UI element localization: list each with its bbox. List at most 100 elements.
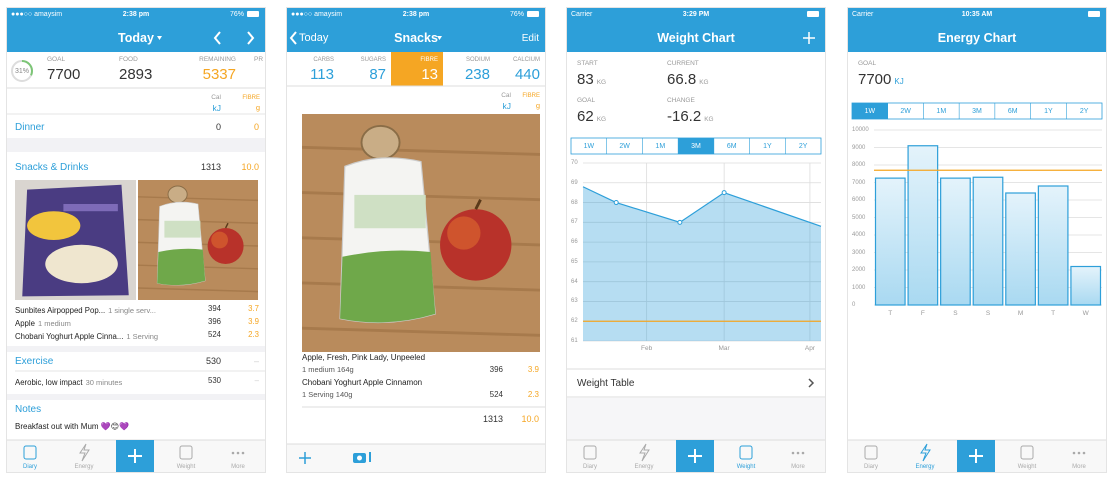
x-tick-label: W (1082, 310, 1089, 317)
tab-label[interactable]: More (231, 464, 245, 470)
edit-button[interactable]: Edit (521, 32, 539, 44)
tab-icon (796, 451, 800, 455)
nutrient-label[interactable]: SODIUM (466, 57, 490, 63)
tab-label[interactable]: Diary (22, 464, 37, 470)
screen-graphics (567, 8, 825, 472)
camera-lens (357, 455, 362, 461)
range-option[interactable]: 1W (864, 107, 876, 115)
tab-icon (739, 445, 753, 460)
tab-icon (231, 451, 235, 455)
nutrient-label[interactable]: CALCIUM (512, 57, 540, 63)
range-option[interactable]: 3M (972, 107, 982, 115)
nutrient-label[interactable]: CARBS (313, 57, 334, 63)
tab-label[interactable]: Energy (915, 464, 935, 470)
clock: 2:38 pm (402, 10, 430, 18)
nutrient-highlight (391, 52, 443, 86)
meal-name[interactable]: Snacks & Drinks (15, 161, 89, 173)
nutrient-value: 113 (310, 66, 334, 83)
range-option[interactable]: 1Y (1044, 107, 1053, 115)
section-name[interactable]: Exercise (15, 355, 54, 367)
carrier: ●●●○○ amaysim (11, 10, 63, 18)
nutrient-label[interactable]: SUGARS (360, 57, 386, 63)
tab-label[interactable]: Weight (1017, 464, 1037, 470)
y-tick-label: 8000 (852, 162, 866, 168)
x-tick-label: S (953, 310, 958, 317)
pouch-cap (167, 185, 188, 204)
food-label: FOOD (119, 56, 138, 63)
remaining-label: REMAINING (199, 56, 236, 63)
item-name: Apple, Fresh, Pink Lady, Unpeeled (302, 353, 426, 362)
section-gap (7, 394, 265, 400)
meal-name[interactable]: Dinner (15, 121, 45, 133)
battery-icon (247, 11, 259, 17)
tab-label[interactable]: Energy (74, 464, 94, 470)
item-portion: 1 Serving 140g (302, 390, 353, 399)
nutrient-label[interactable]: FIBRE (420, 57, 438, 63)
nutrient-value: 13 (421, 66, 438, 83)
total-fibre: 10.0 (521, 414, 539, 424)
apple-stem (474, 199, 482, 210)
x-tick-label: Mar (718, 345, 730, 352)
total-energy: 1313 (482, 414, 503, 424)
tab-label[interactable]: Energy (634, 464, 654, 470)
section-name[interactable]: Notes (15, 403, 42, 415)
dropdown-caret (437, 36, 442, 40)
energy-screen: Carrier 10:35 AM Energy Chart 10000 9000 8000… (848, 8, 1106, 472)
goal-number: 7700 (858, 71, 892, 88)
range-option[interactable]: 1M (655, 142, 666, 150)
item-portion: 1 medium (37, 319, 71, 328)
item-portion: 1 medium 164g (302, 365, 354, 374)
next-day[interactable] (247, 31, 255, 45)
range-option[interactable]: 2W (619, 142, 630, 150)
carrier: Carrier (571, 10, 593, 18)
stat-label: START (577, 60, 598, 67)
battery-level: 76% (229, 10, 244, 18)
food-item: Apple 1 medium (15, 313, 71, 333)
stat-value: 66.8 KG (667, 71, 709, 92)
weight-table-link[interactable]: Weight Table (577, 377, 635, 389)
tab-icon (1077, 451, 1081, 455)
clock: 3:29 PM (682, 10, 710, 18)
y-tick-label: 65 (571, 258, 578, 265)
tab-label[interactable]: More (791, 464, 805, 470)
tab-label[interactable]: Weight (176, 464, 196, 470)
item-portion: 1 Serving (126, 332, 159, 341)
tab-label[interactable]: Diary (582, 464, 597, 470)
range-option[interactable]: 1M (936, 107, 947, 115)
food-item: Sunbites Airpopped Pop... 1 single serv..… (15, 300, 156, 320)
tab-icon (241, 451, 245, 455)
tab-icon (1072, 451, 1076, 455)
energy-col-unit: kJ (502, 100, 512, 111)
y-tick-label: 61 (571, 338, 578, 344)
exercise-item: Aerobic, low impact 30 minutes (15, 372, 122, 392)
tab-icon (179, 445, 193, 460)
pouch-label (164, 220, 201, 238)
y-tick-label: 1000 (852, 284, 866, 291)
range-option[interactable]: 3M (691, 142, 701, 150)
tab-label[interactable]: Diary (863, 464, 878, 470)
tab-icon (801, 451, 805, 455)
range-option[interactable]: 2Y (1079, 107, 1089, 115)
stat-unit: KG (596, 79, 607, 86)
camera-icon (369, 452, 371, 462)
nav-bar (287, 8, 545, 52)
back-button[interactable]: Today (299, 32, 329, 44)
energy-col-label: Cal (501, 92, 511, 99)
range-option[interactable]: 1W (583, 142, 595, 150)
y-tick-label: 62 (571, 318, 578, 325)
prev-day[interactable] (213, 31, 221, 45)
tab-label[interactable]: More (1072, 464, 1086, 470)
range-option[interactable]: 6M (1007, 107, 1018, 115)
y-tick-label: 2000 (852, 267, 866, 273)
tab-icon (1082, 451, 1086, 455)
range-option[interactable]: 2Y (798, 142, 808, 150)
range-option[interactable]: 2W (900, 107, 911, 115)
range-option[interactable]: 6M (726, 142, 737, 150)
tab-label[interactable]: Weight (736, 464, 756, 470)
screen-graphics (7, 8, 265, 472)
stat-number: 66.8 (667, 71, 697, 88)
photo (15, 180, 136, 300)
range-option[interactable]: 1Y (763, 142, 772, 150)
y-tick-label: 5000 (852, 214, 866, 221)
tab-icon (639, 443, 650, 462)
